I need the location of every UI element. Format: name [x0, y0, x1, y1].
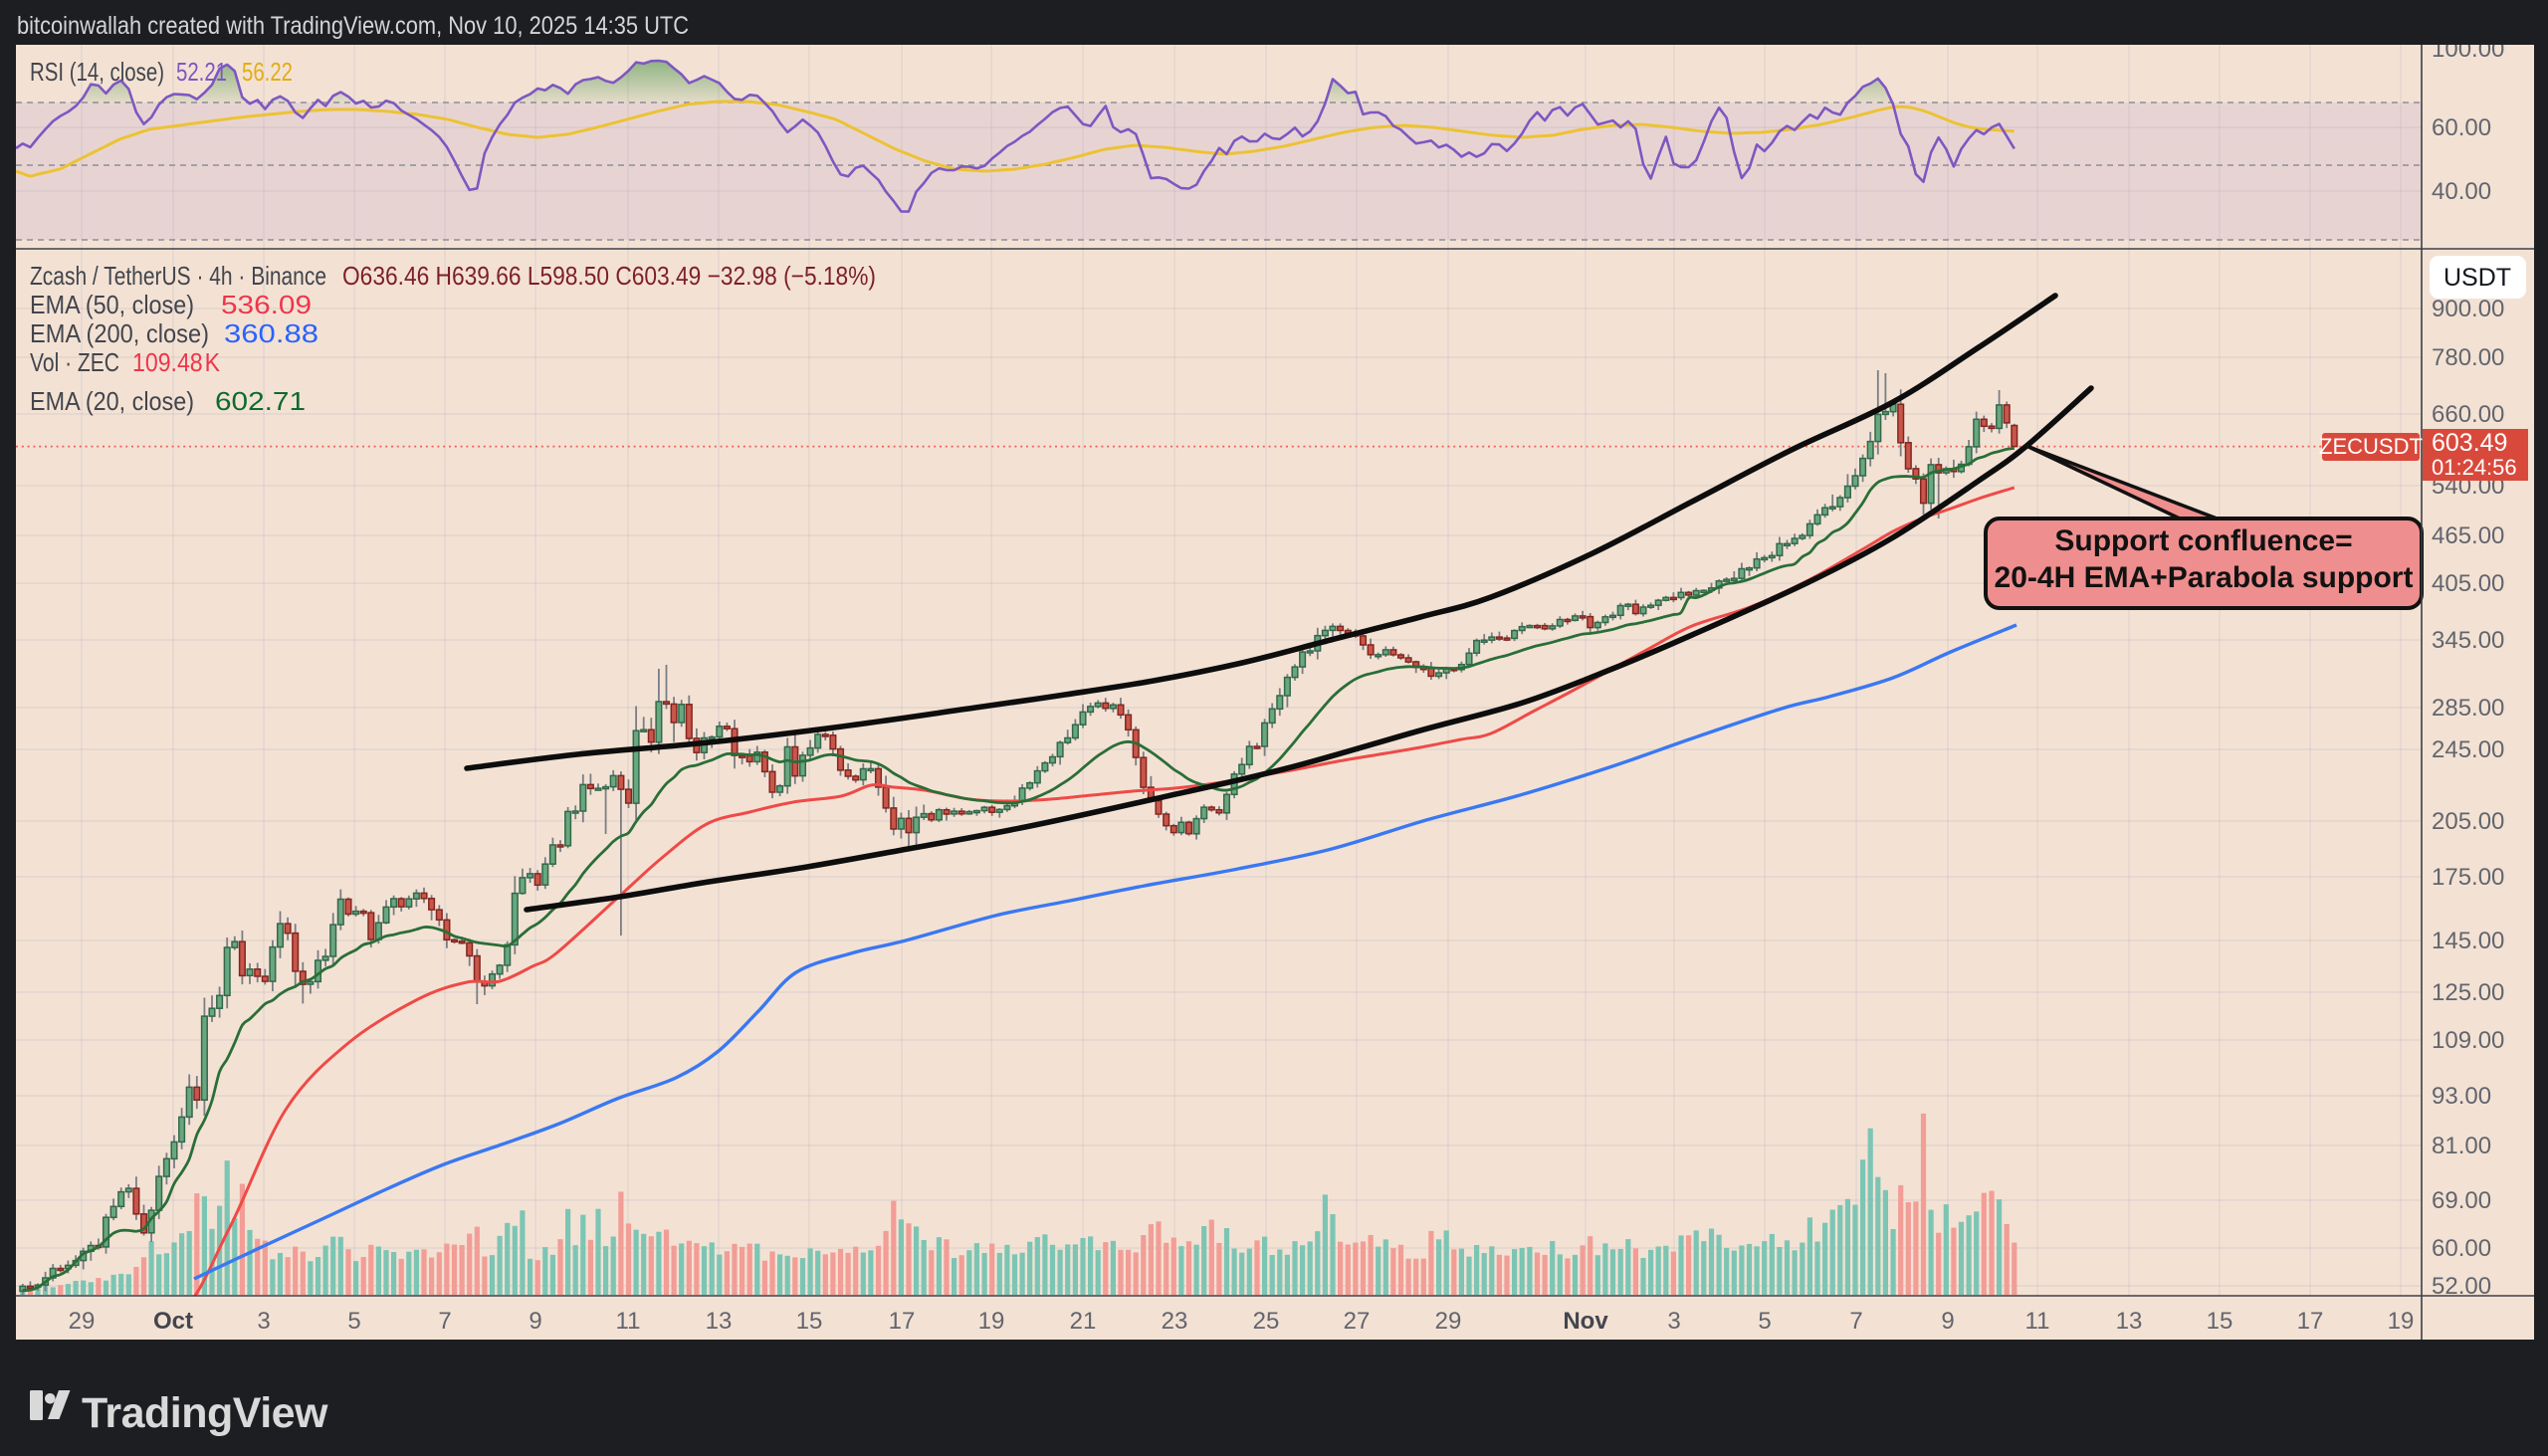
- svg-text:60.00: 60.00: [2432, 1235, 2491, 1262]
- svg-text:125.00: 125.00: [2432, 979, 2504, 1006]
- svg-text:EMA (20, close): EMA (20, close): [30, 386, 194, 416]
- svg-text:15: 15: [796, 1308, 823, 1335]
- svg-text:3: 3: [1667, 1308, 1680, 1335]
- svg-text:536.09: 536.09: [221, 290, 312, 319]
- svg-text:O636.46 H639.66 L598.50 C60: O636.46 H639.66 L598.50 C603.49 −32.98 (…: [342, 261, 876, 291]
- svg-text:ZECUSDT: ZECUSDT: [2319, 434, 2423, 459]
- svg-text:Zcash / TetherUS · 4h · Binanc: Zcash / TetherUS · 4h · Binance: [30, 261, 326, 291]
- svg-text:25: 25: [1253, 1308, 1280, 1335]
- svg-text:603.49: 603.49: [2432, 429, 2507, 457]
- svg-text:60.00: 60.00: [2432, 114, 2491, 141]
- svg-text:56.22: 56.22: [242, 57, 293, 87]
- svg-text:109.00: 109.00: [2432, 1027, 2504, 1054]
- svg-text:5: 5: [1758, 1308, 1771, 1335]
- svg-text:81.00: 81.00: [2432, 1133, 2491, 1159]
- svg-text:15: 15: [2207, 1308, 2233, 1335]
- svg-text:9: 9: [1941, 1308, 1954, 1335]
- svg-text:29: 29: [69, 1308, 96, 1335]
- svg-text:17: 17: [889, 1308, 916, 1335]
- svg-text:900.00: 900.00: [2432, 296, 2504, 322]
- svg-text:17: 17: [2297, 1308, 2324, 1335]
- svg-text:245.00: 245.00: [2432, 736, 2504, 763]
- svg-text:69.00: 69.00: [2432, 1187, 2491, 1214]
- svg-text:5: 5: [347, 1308, 360, 1335]
- svg-text:27: 27: [1344, 1308, 1371, 1335]
- svg-text:19: 19: [978, 1308, 1005, 1335]
- svg-text:11: 11: [616, 1308, 641, 1335]
- svg-text:660.00: 660.00: [2432, 401, 2504, 428]
- svg-text:40.00: 40.00: [2432, 178, 2491, 205]
- svg-text:01:24:56: 01:24:56: [2432, 455, 2517, 480]
- svg-text:3: 3: [257, 1308, 270, 1335]
- svg-text:205.00: 205.00: [2432, 808, 2504, 835]
- svg-text:Vol · ZEC: Vol · ZEC: [30, 347, 119, 377]
- svg-text:20-4H EMA+Parabola support: 20-4H EMA+Parabola support: [1995, 561, 2414, 594]
- svg-text:285.00: 285.00: [2432, 695, 2504, 722]
- svg-text:Support confluence=: Support confluence=: [2054, 524, 2352, 557]
- svg-text:465.00: 465.00: [2432, 522, 2504, 549]
- svg-text:TradingView: TradingView: [82, 1389, 328, 1437]
- svg-text:52.21: 52.21: [176, 57, 227, 87]
- svg-text:405.00: 405.00: [2432, 570, 2504, 597]
- svg-text:145.00: 145.00: [2432, 928, 2504, 954]
- svg-text:21: 21: [1070, 1308, 1097, 1335]
- svg-text:345.00: 345.00: [2432, 627, 2504, 654]
- svg-text:100.00: 100.00: [2432, 45, 2504, 63]
- svg-text:19: 19: [2388, 1308, 2415, 1335]
- svg-text:EMA (200, close): EMA (200, close): [30, 318, 209, 348]
- svg-text:93.00: 93.00: [2432, 1083, 2491, 1110]
- svg-text:175.00: 175.00: [2432, 864, 2504, 891]
- svg-text:13: 13: [706, 1308, 733, 1335]
- svg-text:11: 11: [2025, 1308, 2050, 1335]
- svg-text:bitcoinwallah created with Tra: bitcoinwallah created with TradingView.c…: [17, 12, 689, 40]
- svg-text:360.88: 360.88: [224, 318, 318, 348]
- svg-text:52.00: 52.00: [2432, 1273, 2491, 1300]
- svg-text:7: 7: [1849, 1308, 1862, 1335]
- svg-text:602.71: 602.71: [215, 386, 306, 416]
- svg-text:RSI (14, close): RSI (14, close): [30, 57, 164, 87]
- svg-text:9: 9: [529, 1308, 541, 1335]
- svg-text:USDT: USDT: [2443, 264, 2511, 292]
- svg-text:780.00: 780.00: [2432, 344, 2504, 371]
- svg-text:29: 29: [1435, 1308, 1462, 1335]
- svg-text:Oct: Oct: [153, 1308, 193, 1335]
- svg-text:7: 7: [438, 1308, 451, 1335]
- svg-text:Nov: Nov: [1563, 1308, 1608, 1335]
- svg-text:13: 13: [2116, 1308, 2143, 1335]
- svg-text:109.48 K: 109.48 K: [132, 347, 221, 377]
- svg-text:EMA (50, close): EMA (50, close): [30, 290, 194, 319]
- svg-text:23: 23: [1162, 1308, 1188, 1335]
